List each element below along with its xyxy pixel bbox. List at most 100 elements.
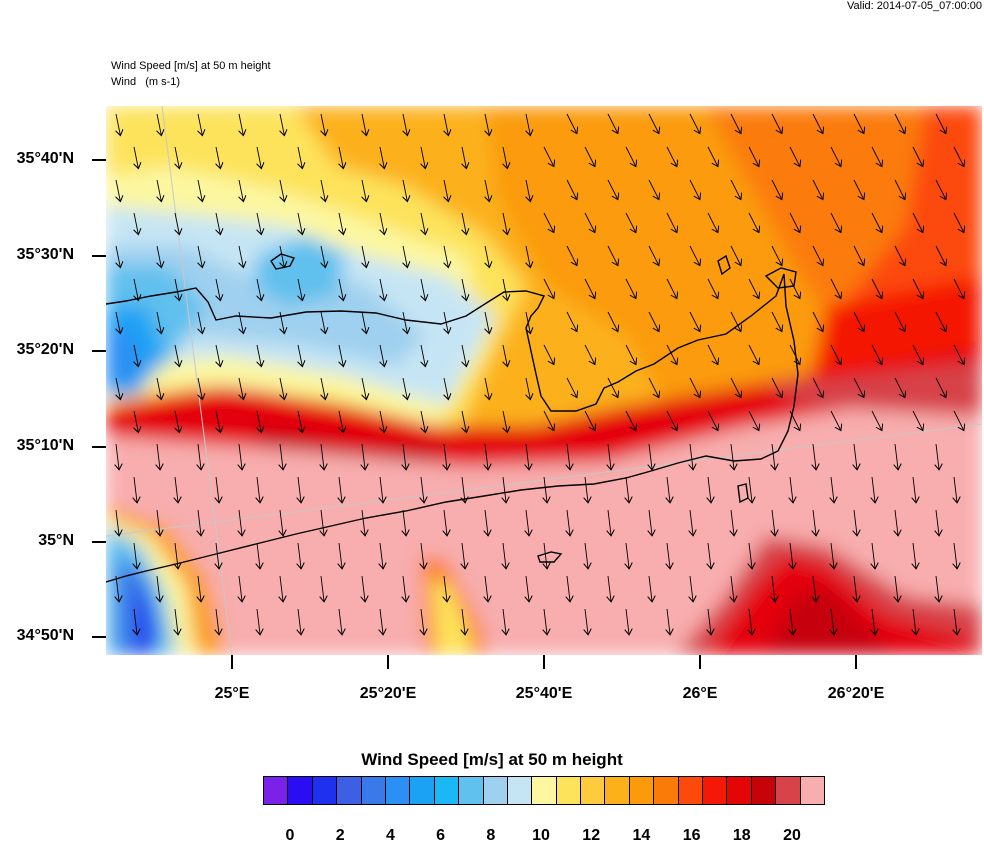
wind-vector-arrow	[894, 377, 905, 398]
colorbar-label: 0	[285, 827, 295, 844]
wind-vector-arrow	[239, 377, 243, 400]
wind-vector-arrow	[462, 344, 466, 367]
wind-vector-arrow	[280, 113, 284, 136]
wind-vector-arrow	[298, 278, 302, 301]
wind-vector-arrow	[134, 212, 138, 235]
colorbar-swatch	[433, 776, 460, 805]
wind-vector-arrow	[462, 212, 466, 235]
wind-vector-arrow	[894, 245, 905, 266]
wind-vector-arrow	[584, 278, 595, 299]
colorbar-label: 10	[532, 827, 550, 844]
wind-vector-arrow	[913, 476, 916, 503]
wind-vector-arrow	[134, 476, 137, 503]
wind-vector-arrow	[566, 377, 577, 398]
wind-vector-arrow	[280, 509, 283, 536]
wind-vector-arrow	[485, 509, 488, 536]
wind-vector-arrow	[339, 146, 343, 169]
wind-vector-arrow	[380, 344, 384, 367]
wind-vector-arrow	[339, 608, 342, 635]
wind-vector-arrow	[157, 377, 161, 400]
wind-vector-arrow	[421, 344, 425, 367]
wind-vector-arrow	[830, 146, 841, 167]
colorbar-label: 8	[486, 827, 496, 844]
wind-vector-arrow	[953, 410, 964, 431]
wind-vector-arrow	[403, 509, 406, 536]
wind-vector-arrow	[626, 608, 629, 635]
wind-vector-arrow	[789, 212, 800, 233]
wind-speed-field	[106, 106, 982, 655]
wind-vector-arrow	[607, 245, 618, 266]
wind-vector-arrow	[954, 476, 957, 503]
wind-vector-arrow	[567, 575, 570, 602]
lat-tick	[92, 446, 106, 448]
wind-vector-arrow	[339, 344, 343, 367]
wind-vector-arrow	[175, 212, 179, 235]
wind-vector-arrow	[584, 410, 595, 431]
wind-vector-arrow	[239, 575, 242, 602]
wind-vector-arrow	[789, 278, 800, 299]
wind-vector-arrow	[543, 146, 554, 167]
colorbar-label: 20	[783, 827, 801, 844]
wind-vector-arrow	[585, 542, 588, 569]
wind-vector-arrow	[321, 377, 325, 400]
wind-vector-arrow	[872, 542, 875, 569]
colorbar-label: 6	[436, 827, 446, 844]
colorbar-swatch	[726, 776, 752, 805]
wind-vector-arrow	[748, 212, 759, 233]
wind-vector-arrow	[298, 146, 302, 169]
wind-vector-arrow	[321, 509, 324, 536]
wind-vector-arrow	[749, 608, 752, 635]
colorbar-swatch	[604, 776, 630, 805]
valid-time: Valid: 2014-07-05_07:00:00	[847, 0, 982, 12]
wind-vector-arrow	[871, 344, 882, 365]
wind-vector-arrow	[772, 443, 775, 470]
wind-vector-arrow	[485, 443, 488, 470]
wind-vector-arrow	[526, 113, 530, 136]
colorbar-label: 12	[582, 827, 601, 844]
wind-vector-arrow	[339, 212, 343, 235]
wind-vector-arrow	[280, 179, 284, 202]
wind-vector-arrow	[380, 476, 383, 503]
wind-vector-arrow	[830, 212, 841, 233]
wind-vector-arrow	[403, 113, 407, 136]
wind-vector-arrow	[912, 410, 923, 431]
wind-vector-arrow	[362, 245, 366, 268]
wind-vector-arrow	[216, 476, 219, 503]
lon-tick	[387, 655, 389, 669]
wind-vector-arrow	[134, 410, 138, 433]
plot-subtitle-wind: Wind (m s-1)	[111, 76, 181, 88]
wind-vector-arrow	[626, 476, 629, 503]
wind-vector-arrow	[953, 278, 964, 299]
wind-vector-arrow	[421, 608, 424, 635]
wind-vector-arrow	[362, 377, 366, 400]
wind-vector-arrow	[175, 410, 179, 433]
wind-vector-arrow	[584, 212, 595, 233]
wind-vector-arrow	[812, 245, 823, 266]
wind-vector-arrow	[257, 212, 261, 235]
wind-vector-arrow	[853, 311, 864, 332]
wind-vector-arrow	[321, 179, 325, 202]
wind-vector-arrow	[566, 179, 577, 200]
wind-vector-arrow	[853, 245, 864, 266]
wind-vector-arrow	[913, 542, 916, 569]
colorbar-swatch	[750, 776, 777, 805]
colorbar-swatch	[287, 776, 313, 805]
lon-label-26e: 26°E	[682, 685, 718, 702]
colorbar-swatch	[702, 776, 728, 805]
wind-vector-arrow	[584, 344, 595, 365]
wind-vector-arrow	[380, 146, 384, 169]
wind-vector-arrow	[444, 245, 448, 268]
wind-vector-arrow	[689, 311, 700, 332]
wind-vector-arrow	[648, 245, 659, 266]
wind-vector-arrow	[895, 509, 898, 536]
wind-vector-arrow	[625, 146, 636, 167]
wind-vector-arrow	[690, 509, 693, 536]
wind-vector-arrow	[444, 377, 448, 400]
wind-vector-arrow	[503, 410, 507, 433]
wind-vector-arrow	[853, 179, 864, 200]
map-canvas	[106, 106, 982, 655]
wind-vector-arrow	[789, 146, 800, 167]
wind-vector-arrow	[566, 311, 577, 332]
wind-vector-arrow	[503, 476, 506, 503]
wind-vector-arrow	[339, 410, 343, 433]
